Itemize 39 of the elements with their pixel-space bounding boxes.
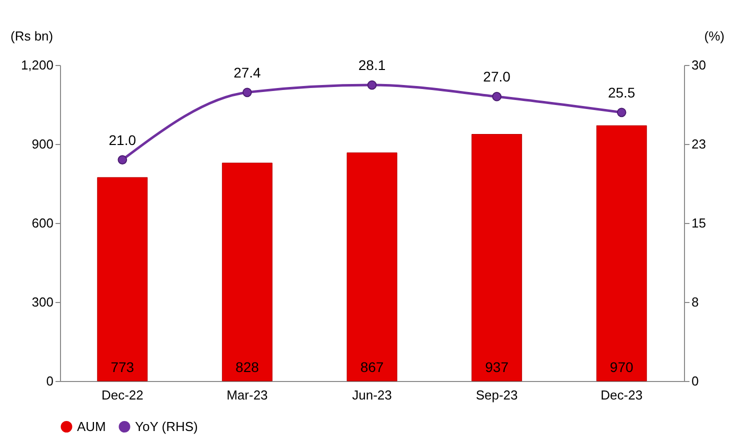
data-label: 867 — [360, 359, 384, 375]
x-tick-label: Sep-23 — [476, 388, 518, 402]
point — [118, 155, 128, 164]
y-tick-label: 300 — [32, 294, 54, 310]
x-tick-label: Dec-22 — [101, 388, 144, 402]
data-label: 21.0 — [108, 132, 136, 148]
legend-label: YoY (RHS) — [135, 418, 198, 434]
data-label: 970 — [610, 359, 634, 375]
y-axis-title: (Rs bn) — [10, 28, 54, 44]
y-tick-label: 900 — [32, 136, 54, 152]
point — [367, 80, 377, 90]
data-label: 25.5 — [608, 84, 636, 100]
legend-label: AUM — [77, 418, 106, 434]
y2-tick-label: 15 — [692, 216, 706, 230]
data-label: 27.4 — [234, 64, 262, 80]
y-tick-label: 1,200 — [20, 58, 54, 72]
bar — [346, 152, 398, 382]
data-label: 28.1 — [358, 57, 386, 74]
point — [616, 108, 626, 118]
y2-tick-label: 0 — [692, 374, 699, 388]
x-tick-label: Mar-23 — [226, 388, 268, 402]
x-tick-label: Jun-23 — [352, 388, 392, 402]
data-label: 27.0 — [483, 68, 511, 85]
y2-tick-label: 30 — [692, 58, 706, 72]
bar — [97, 177, 148, 382]
y-tick-label: 0 — [46, 374, 54, 388]
bar — [596, 125, 647, 382]
y2-axis-title: (%) — [704, 28, 724, 44]
data-label: 828 — [236, 359, 260, 375]
x-tick-label: Dec-23 — [600, 388, 643, 402]
point — [242, 88, 252, 98]
point — [492, 92, 502, 102]
bar — [472, 134, 522, 382]
data-label: 773 — [110, 359, 134, 375]
y-tick-label: 600 — [32, 216, 54, 230]
y2-tick-label: 8 — [692, 294, 699, 310]
y2-tick-label: 23 — [692, 136, 706, 152]
bar — [222, 162, 272, 382]
data-label: 937 — [485, 359, 509, 375]
